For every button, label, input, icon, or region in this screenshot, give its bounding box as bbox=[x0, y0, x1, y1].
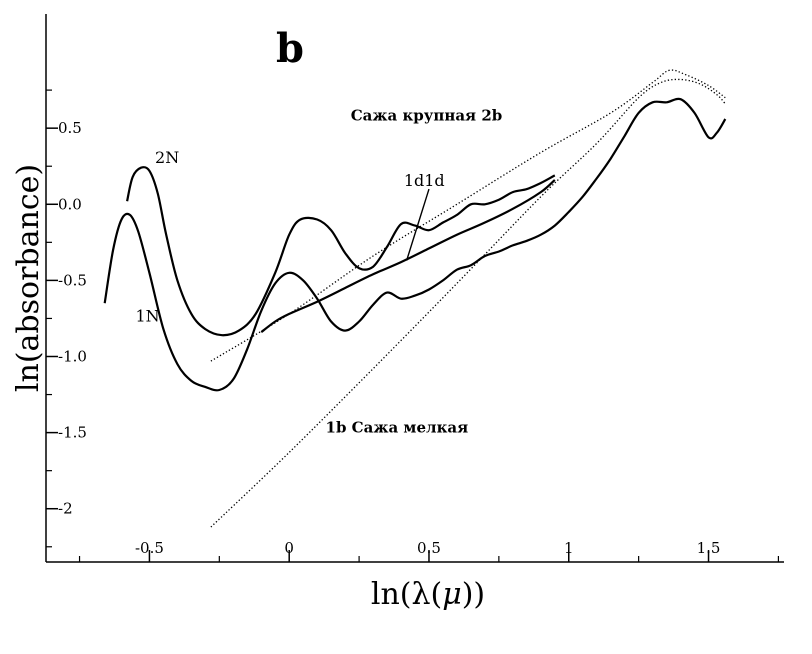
x-tick-label: -0.5 bbox=[135, 539, 164, 557]
x-axis-title-suffix: )) bbox=[462, 577, 485, 612]
plot-frame bbox=[45, 14, 784, 563]
x-axis-title-lambda: λ bbox=[411, 577, 430, 612]
x-tick-label: 0 bbox=[284, 539, 294, 557]
y-tick-label: -2 bbox=[58, 500, 73, 518]
y-tick-label: 0.5 bbox=[58, 119, 82, 137]
panel-label: b bbox=[276, 25, 304, 72]
y-tick-label: -1.0 bbox=[58, 348, 87, 366]
axis-ticks: -0.5 0 0.5 1 1.5 0.5 0.0 -0.5 -1.0 -1.5 -2 bbox=[46, 89, 780, 562]
series-line-2N bbox=[126, 166, 556, 337]
annotation-label: 1b Сажа мелкая bbox=[326, 419, 469, 437]
annotation-label: 1d1d bbox=[404, 171, 445, 190]
x-axis-title: ln(λ(μ)) bbox=[371, 577, 485, 612]
x-axis-title-mid: ( bbox=[431, 577, 443, 612]
x-axis-title-prefix: ln( bbox=[371, 577, 412, 612]
x-tick-label: 0.5 bbox=[417, 539, 441, 557]
annotation-label: Сажа крупная 2b bbox=[351, 107, 503, 125]
series-line-1N bbox=[103, 97, 727, 392]
x-tick-label: 1.5 bbox=[697, 539, 721, 557]
y-tick-label: -0.5 bbox=[58, 271, 87, 289]
annotation-layer: 2N 1N Сажа крупная 2b 1d1d 1b Сажа мелкая bbox=[135, 107, 502, 437]
series-line-1b bbox=[210, 78, 726, 528]
x-tick-label: 1 bbox=[564, 539, 574, 557]
annotation-label: 1N bbox=[135, 306, 159, 325]
y-tick-label: -1.5 bbox=[58, 424, 87, 442]
series-line-2b bbox=[210, 69, 726, 362]
annotation-label: 2N bbox=[155, 148, 179, 167]
series-layer bbox=[103, 69, 727, 528]
annotation-leader-1d1d bbox=[405, 188, 430, 261]
y-tick-label: 0.0 bbox=[58, 195, 82, 213]
x-axis-title-mu: μ bbox=[442, 577, 462, 612]
y-axis-title: ln(absorbance) bbox=[11, 164, 46, 392]
